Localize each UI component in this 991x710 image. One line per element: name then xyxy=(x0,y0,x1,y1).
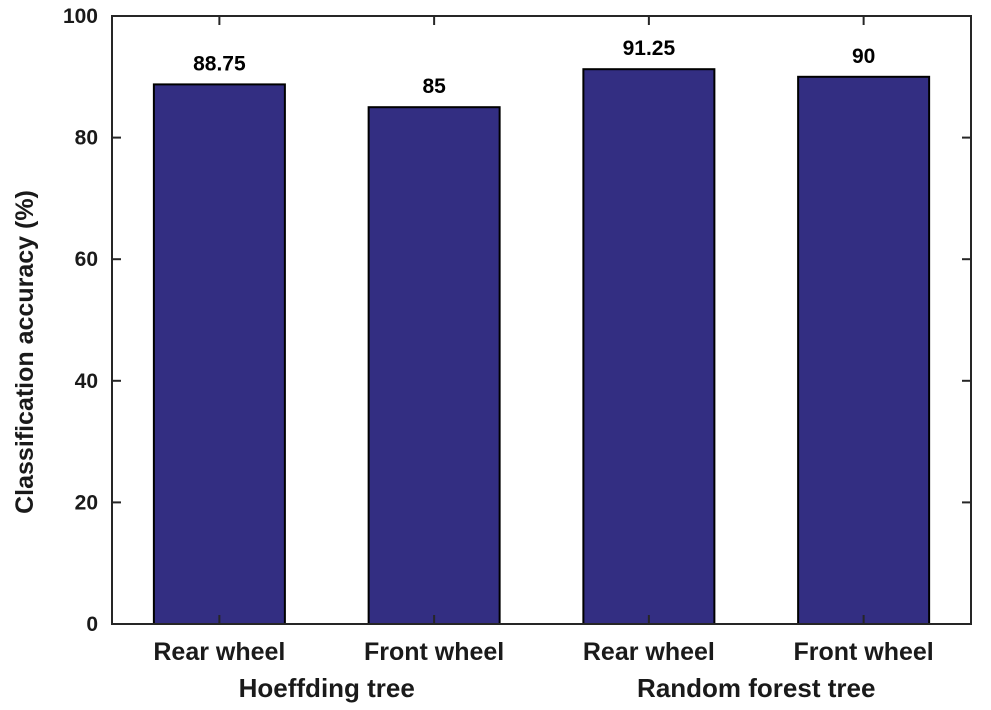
x-tick-label-1: Front wheel xyxy=(364,638,504,666)
x-tick-label-3: Front wheel xyxy=(793,638,933,666)
data-label-2: 91.25 xyxy=(623,37,676,60)
bar-0 xyxy=(152,83,286,625)
data-label-3: 90 xyxy=(852,45,875,68)
group-label-0: Hoeffding tree xyxy=(239,673,415,703)
data-label-0: 88.75 xyxy=(193,52,246,75)
y-tick-label-2: 40 xyxy=(75,370,98,393)
x-tick-label-0: Rear wheel xyxy=(153,638,285,666)
plot-frame xyxy=(111,15,972,625)
bars-layer xyxy=(152,68,931,626)
x-tick-label-2: Rear wheel xyxy=(583,638,715,666)
group-label-1: Random forest tree xyxy=(637,673,875,703)
y-tick-label-5: 100 xyxy=(63,5,98,28)
data-labels-layer: 88.75 85 91.25 90 xyxy=(193,37,875,98)
labels-layer: 0 20 40 60 80 100 Rear wheel Front wheel Rear wh… xyxy=(63,5,934,703)
y-tick-label-4: 80 xyxy=(75,127,98,150)
data-label-1: 85 xyxy=(422,75,446,98)
bar-1 xyxy=(367,106,501,625)
y-axis-title: Classification accuracy (%) xyxy=(11,190,39,514)
bar-2 xyxy=(582,68,716,625)
bar-3 xyxy=(797,75,931,626)
axes-layer xyxy=(111,15,972,625)
y-tick-label-1: 20 xyxy=(75,491,98,514)
y-tick-label-3: 60 xyxy=(75,248,98,271)
y-tick-label-0: 0 xyxy=(86,613,98,636)
